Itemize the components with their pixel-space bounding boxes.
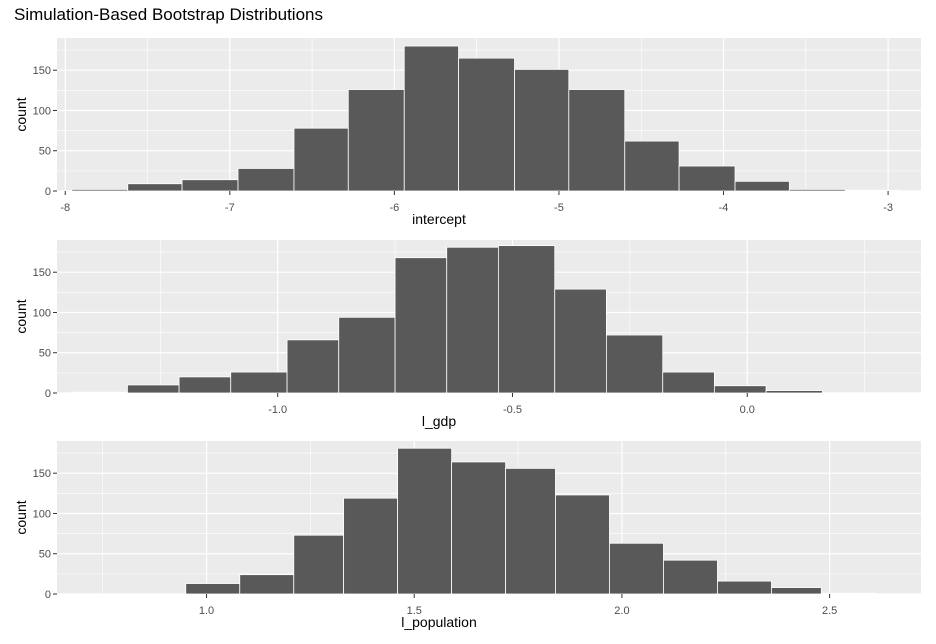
histogram-bar bbox=[71, 188, 129, 192]
x-tick-label: -6 bbox=[389, 202, 399, 214]
histogram-bar bbox=[568, 89, 626, 192]
y-tick-label: 100 bbox=[33, 508, 51, 520]
histogram-bar bbox=[237, 168, 295, 192]
histogram-bar bbox=[788, 188, 846, 192]
histogram-bar bbox=[70, 391, 128, 394]
histogram-bar bbox=[397, 447, 453, 595]
histogram-bar bbox=[293, 127, 349, 192]
histogram-bar bbox=[713, 385, 767, 394]
histogram-bar bbox=[127, 384, 180, 394]
histogram-bar bbox=[844, 189, 901, 192]
histogram-bar bbox=[555, 494, 610, 595]
histogram-bar bbox=[678, 165, 736, 192]
x-axis-title: l_gdp bbox=[422, 413, 456, 429]
y-axis-title: count bbox=[13, 97, 29, 131]
y-tick-label: 0 bbox=[45, 388, 51, 400]
histogram-bar bbox=[343, 497, 399, 595]
histogram-bar bbox=[765, 390, 823, 394]
histogram-bar bbox=[451, 461, 507, 595]
x-tick-label: -5 bbox=[554, 202, 564, 214]
x-tick-label: 2.5 bbox=[822, 605, 837, 617]
x-tick-label: 1.5 bbox=[407, 605, 422, 617]
histogram-bar bbox=[394, 257, 448, 394]
y-axis-title: count bbox=[13, 299, 29, 333]
x-axis-title: l_population bbox=[401, 614, 477, 630]
histogram-bar bbox=[605, 334, 664, 394]
y-tick-label: 50 bbox=[39, 146, 51, 158]
histogram-panel-3: 1.0 1.5 2.0 2.5 0 50 100 150 l_population count bbox=[13, 441, 921, 630]
y-tick-label: 50 bbox=[39, 549, 51, 561]
histogram-bar bbox=[230, 371, 288, 394]
y-tick-label: 150 bbox=[33, 65, 51, 77]
histogram-bar bbox=[338, 316, 396, 394]
x-tick-label: 0.0 bbox=[740, 404, 755, 416]
histogram-bar bbox=[347, 89, 405, 192]
histogram-bar bbox=[497, 245, 556, 394]
y-tick-label: 0 bbox=[45, 589, 51, 601]
x-tick-label: -3 bbox=[883, 202, 893, 214]
histogram-bar bbox=[127, 183, 183, 192]
histogram-bar bbox=[662, 371, 715, 394]
y-axis-title: count bbox=[13, 500, 29, 534]
x-tick-label: -4 bbox=[719, 202, 729, 214]
y-tick-label: 0 bbox=[45, 186, 51, 198]
histogram-bar bbox=[734, 180, 790, 192]
histogram-bar bbox=[181, 179, 239, 192]
x-tick-label: -8 bbox=[60, 202, 70, 214]
x-axis-title: intercept bbox=[412, 211, 466, 227]
x-tick-label: -0.5 bbox=[503, 404, 522, 416]
x-tick-label: -7 bbox=[225, 202, 235, 214]
histogram-bar bbox=[505, 467, 556, 595]
chart-title: Simulation-Based Bootstrap Distributions bbox=[14, 5, 323, 24]
histogram-bar bbox=[554, 288, 607, 394]
histogram-bar bbox=[293, 534, 345, 595]
x-tick-label: 1.0 bbox=[199, 605, 214, 617]
histogram-bar bbox=[771, 587, 822, 595]
histogram-bar bbox=[609, 542, 664, 595]
histogram-bar bbox=[446, 246, 499, 394]
histogram-bar bbox=[624, 140, 680, 192]
x-tick-label: -1.0 bbox=[268, 404, 287, 416]
histogram-bar bbox=[286, 339, 340, 394]
y-tick-label: 50 bbox=[39, 348, 51, 360]
histogram-bar bbox=[663, 559, 718, 595]
histogram-bar bbox=[403, 45, 459, 192]
x-tick-label: 2.0 bbox=[614, 605, 629, 617]
histogram-bar bbox=[239, 574, 295, 595]
histogram-bar bbox=[185, 583, 241, 595]
histogram-panel-2: -1.0 -0.5 0.0 0 50 100 150 l_gdp count bbox=[13, 240, 921, 429]
histogram-bar bbox=[717, 580, 772, 595]
y-tick-label: 100 bbox=[33, 307, 51, 319]
histogram-panel-1: -8 -7 -6 -5 -4 -3 0 50 100 150 intercept count bbox=[13, 38, 921, 227]
histogram-bar bbox=[514, 69, 570, 192]
y-tick-label: 150 bbox=[33, 267, 51, 279]
histogram-bar bbox=[178, 376, 232, 394]
y-tick-label: 150 bbox=[33, 468, 51, 480]
y-tick-label: 100 bbox=[33, 105, 51, 117]
histogram-bar bbox=[820, 592, 876, 595]
histogram-bar bbox=[458, 57, 515, 192]
